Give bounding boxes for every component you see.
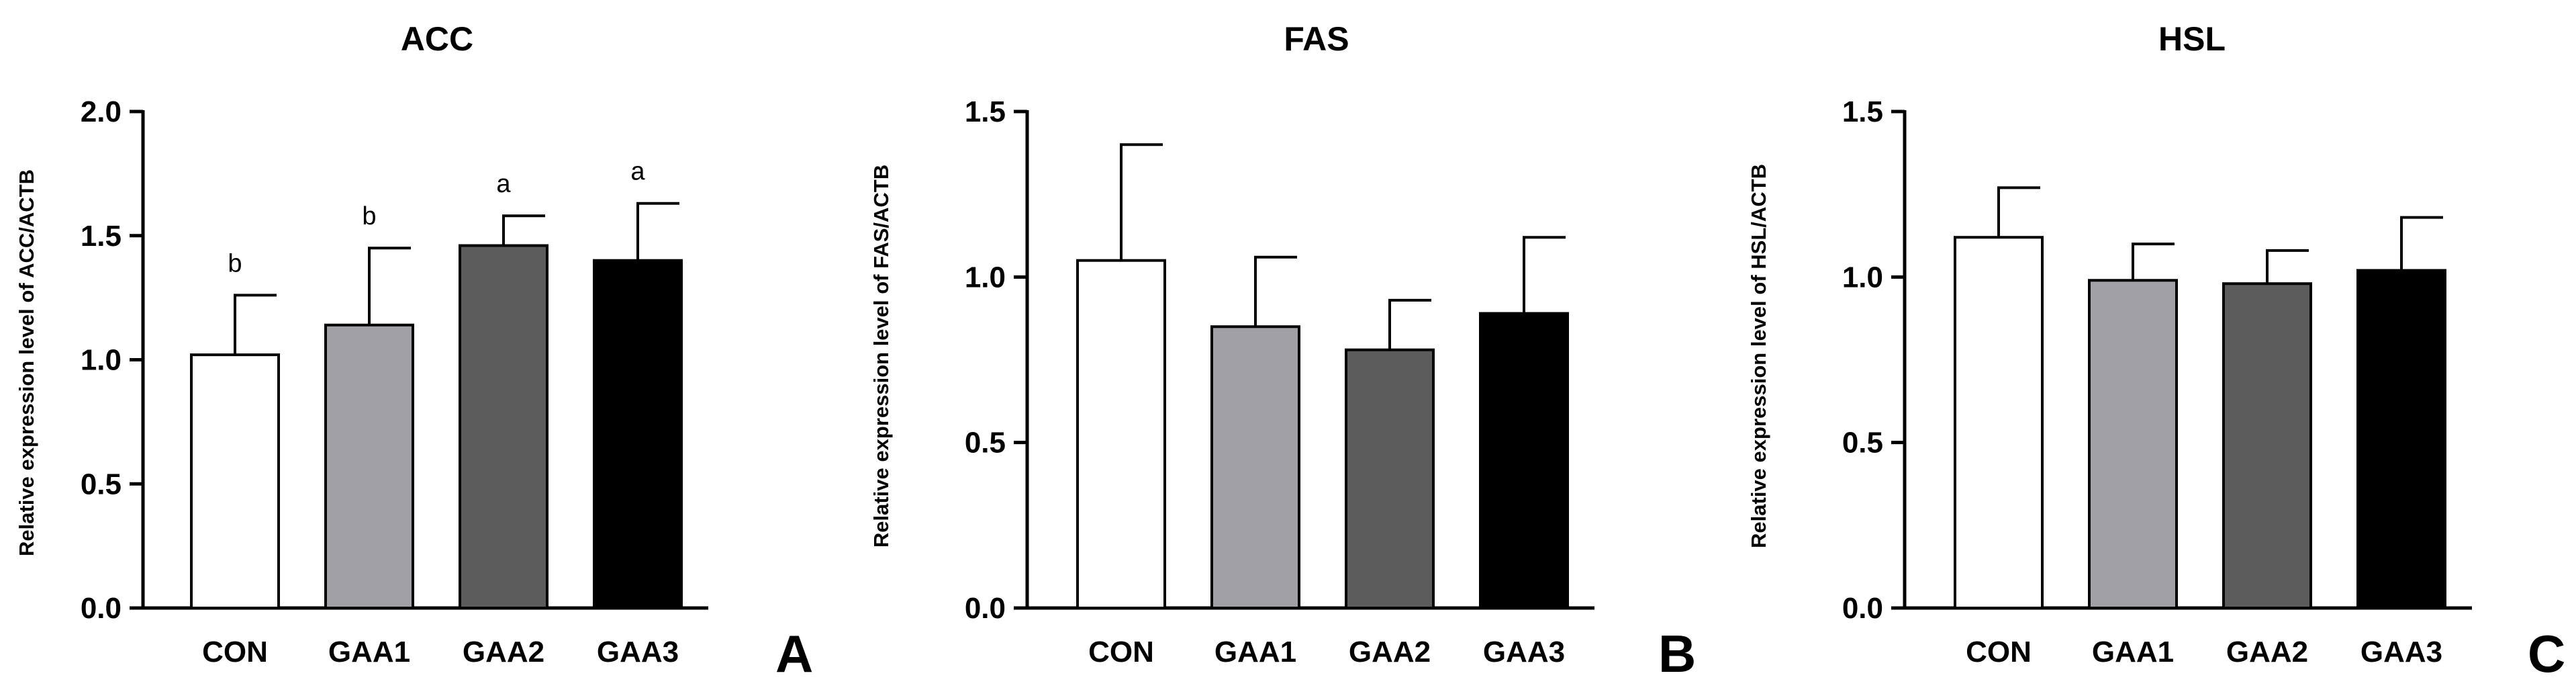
bar (1954, 236, 2044, 610)
bar (593, 259, 683, 609)
chart-title: FAS (1284, 20, 1349, 58)
y-tick-label: 0.5 (965, 427, 1006, 460)
chart-title: HSL (2158, 20, 2226, 58)
bar (459, 244, 548, 609)
y-axis-label: Relative expression level of ACC/ACTB (15, 169, 38, 556)
bar (2088, 279, 2178, 609)
y-tick-label: 0.0 (965, 592, 1006, 625)
bar (190, 353, 280, 609)
category-label: GAA1 (328, 636, 410, 668)
y-tick-label: 1.5 (81, 220, 122, 253)
y-tick-label: 0.0 (81, 592, 122, 625)
significance-label: a (496, 170, 511, 198)
category-label: GAA1 (1214, 636, 1296, 668)
category-label: GAA3 (2360, 636, 2442, 668)
y-tick-label: 1.5 (965, 95, 1006, 128)
category-label: CON (1966, 636, 2032, 668)
panel-letter: C (2528, 624, 2565, 683)
y-tick-label: 2.0 (81, 95, 122, 128)
y-tick-label: 0.0 (1842, 592, 1883, 625)
panel-acc: ACC Relative expression level of ACC/ACT… (15, 20, 813, 683)
bar (1210, 325, 1300, 609)
category-label: CON (202, 636, 268, 668)
bar (324, 323, 414, 609)
y-axis-label: Relative expression level of HSL/ACTB (1747, 164, 1770, 548)
category-label: GAA1 (2092, 636, 2174, 668)
bar (1345, 348, 1435, 609)
panel-letter: B (1658, 624, 1696, 683)
y-tick-label: 1.0 (965, 261, 1006, 294)
category-label: GAA3 (597, 636, 679, 668)
panel-hsl: HSL Relative expression level of HSL/ACT… (1747, 20, 2565, 683)
category-label: GAA3 (1483, 636, 1565, 668)
bar (1479, 312, 1569, 609)
category-label: GAA2 (1349, 636, 1431, 668)
significance-label: a (630, 158, 645, 186)
category-label: GAA2 (2226, 636, 2308, 668)
significance-label: b (362, 202, 376, 230)
bar (2222, 282, 2312, 609)
y-tick-label: 1.0 (81, 344, 122, 377)
panel-letter: A (775, 624, 813, 683)
panel-fas: FAS Relative expression level of FAS/ACT… (869, 20, 1696, 683)
chart-title: ACC (401, 20, 473, 58)
y-tick-label: 0.5 (1842, 427, 1883, 460)
significance-label: b (228, 249, 242, 277)
category-label: CON (1088, 636, 1154, 668)
y-axis-label: Relative expression level of FAS/ACTB (869, 165, 893, 548)
y-tick-label: 0.5 (81, 468, 122, 501)
bar (1076, 259, 1166, 609)
bar (2356, 269, 2446, 609)
category-label: GAA2 (463, 636, 544, 668)
y-tick-label: 1.0 (1842, 261, 1883, 294)
y-tick-label: 1.5 (1842, 95, 1883, 128)
